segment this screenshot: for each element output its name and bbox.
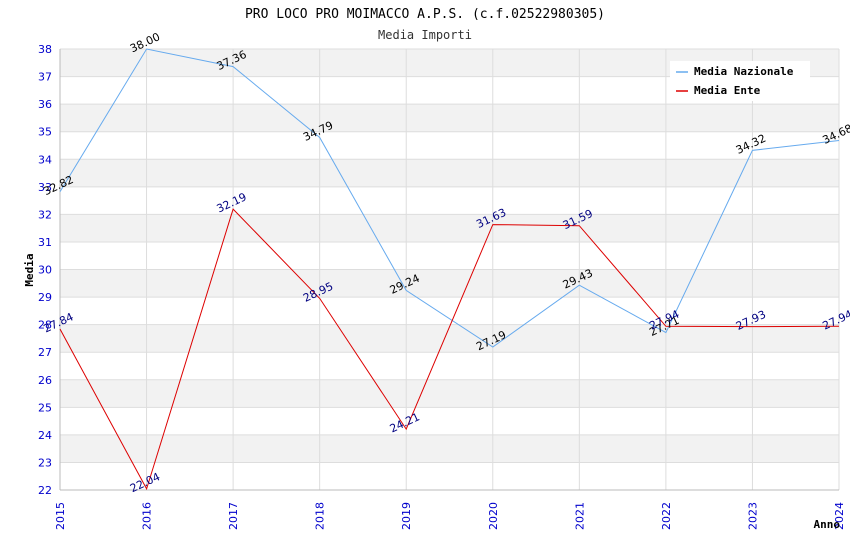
y-tick-label: 22	[38, 484, 52, 497]
y-tick-label: 36	[38, 98, 52, 111]
grid-band	[60, 159, 839, 187]
legend-label-nazionale: Media Nazionale	[694, 65, 794, 78]
x-axis-ticks: 2015 2016 2017 2018 2019 2020 2021 2022 2023 2024	[54, 502, 846, 530]
y-tick-label: 26	[38, 374, 52, 387]
x-tick-label: 2018	[314, 502, 327, 530]
x-tick-label: 2019	[400, 502, 413, 530]
y-tick-label: 31	[38, 236, 52, 249]
x-tick-label: 2016	[141, 502, 154, 530]
y-tick-label: 35	[38, 126, 52, 139]
grid-band	[60, 324, 839, 353]
x-axis-label: Anno	[814, 518, 841, 531]
grid-band	[60, 297, 839, 325]
x-tick-label: 2023	[746, 502, 759, 530]
legend-label-ente: Media Ente	[694, 84, 761, 97]
legend: Media Nazionale Media Ente	[670, 61, 810, 101]
x-tick-label: 2022	[660, 502, 673, 530]
grid-band	[60, 269, 839, 298]
grid-lines	[59, 48, 840, 491]
y-tick-label: 38	[38, 43, 52, 56]
series-lines	[59, 48, 840, 491]
grid-band	[60, 104, 839, 132]
x-tick-label: 2017	[227, 502, 240, 530]
y-tick-label: 29	[38, 291, 52, 304]
series-line	[59, 48, 840, 348]
y-axis-ticks: 22 23 24 25 26 27 28 29 30 31 32 33 34 35 36 37 38	[38, 43, 52, 497]
y-tick-label: 30	[38, 264, 52, 277]
legend-box	[670, 61, 810, 101]
y-tick-label: 33	[38, 181, 52, 194]
x-tick-label: 2024	[833, 502, 846, 530]
grid-band	[60, 131, 839, 160]
x-tick-label: 2015	[54, 502, 67, 530]
x-tick-label: 2020	[487, 502, 500, 530]
grid-band	[60, 462, 839, 490]
x-tick-label: 2021	[573, 502, 586, 530]
y-tick-label: 25	[38, 401, 52, 414]
grid-band	[60, 352, 839, 380]
y-tick-label: 37	[38, 71, 52, 84]
grid-band	[60, 379, 839, 408]
y-tick-label: 32	[38, 208, 52, 221]
y-tick-label: 28	[38, 319, 52, 332]
series-line	[59, 208, 840, 491]
grid-band	[60, 186, 839, 215]
grid-bands	[60, 49, 839, 490]
y-axis-label: Media	[23, 253, 36, 286]
y-tick-label: 23	[38, 456, 52, 469]
grid-band	[60, 407, 839, 435]
chart-subtitle: Media Importi	[378, 28, 472, 42]
y-tick-label: 24	[38, 429, 52, 442]
grid-band	[60, 214, 839, 242]
grid-band	[60, 434, 839, 463]
chart-title: PRO LOCO PRO MOIMACCO A.P.S. (c.f.025229…	[245, 7, 605, 22]
grid-band	[60, 241, 839, 270]
y-tick-label: 27	[38, 346, 52, 359]
y-tick-label: 34	[38, 153, 52, 166]
